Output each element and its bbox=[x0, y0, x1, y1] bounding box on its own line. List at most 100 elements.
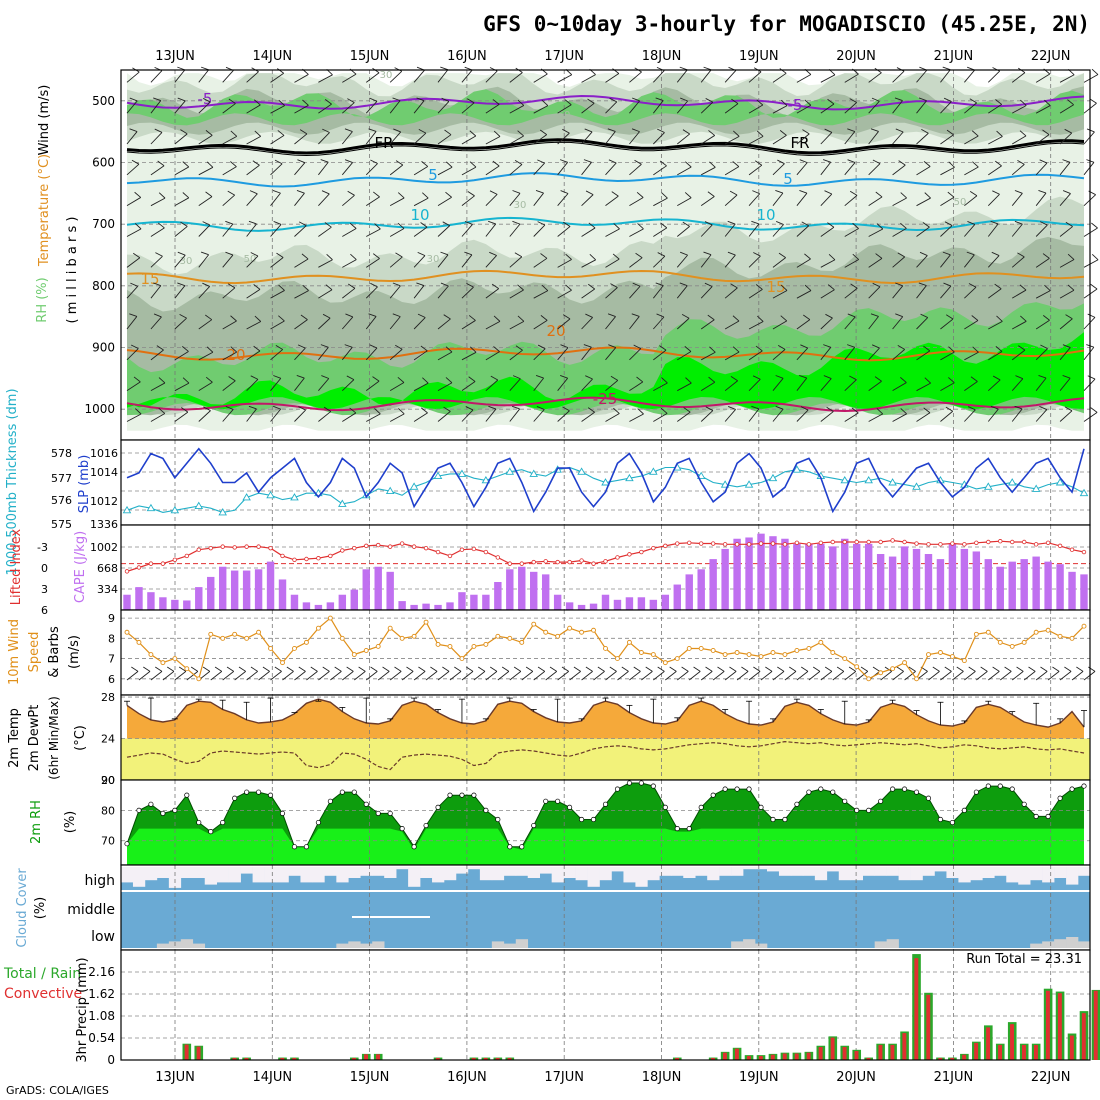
lifted-index-point bbox=[1033, 542, 1039, 547]
upper-wind-barb-flag bbox=[1090, 283, 1098, 290]
temperature-tick-label: 24 bbox=[101, 733, 115, 746]
upper-wind-barb bbox=[365, 100, 378, 114]
wind-speed-point bbox=[842, 656, 848, 662]
upper-wind-barb-flag bbox=[924, 377, 931, 384]
upper-wind-barb-flag bbox=[417, 313, 426, 318]
cape-bar bbox=[518, 566, 526, 610]
upper-wind-barb bbox=[222, 223, 234, 237]
upper-wind-barb-flag bbox=[273, 221, 282, 225]
precip-background bbox=[121, 950, 1090, 1060]
upper-wind-barb bbox=[461, 195, 475, 207]
upper-wind-barb bbox=[365, 347, 378, 361]
surface-wind-barb-flag bbox=[657, 666, 665, 672]
surface-wind-barb-flag bbox=[729, 666, 737, 672]
precip-convective-bar bbox=[734, 1048, 739, 1060]
upper-wind-barb-flag bbox=[129, 313, 138, 317]
upper-wind-barb bbox=[653, 197, 668, 207]
upper-wind-barb bbox=[772, 224, 784, 237]
upper-wind-barb-flag bbox=[636, 376, 644, 383]
upper-wind-barb bbox=[868, 163, 881, 176]
upper-wind-barb bbox=[796, 133, 810, 145]
upper-wind-barb-flag bbox=[1014, 190, 1023, 194]
rh2m-point bbox=[1021, 801, 1027, 807]
upper-wind-barb-flag bbox=[562, 128, 570, 134]
cape-bar bbox=[338, 594, 347, 610]
upper-wind-barb-flag bbox=[202, 221, 211, 226]
wind-speed-point bbox=[459, 656, 465, 662]
cape-bar bbox=[1080, 574, 1088, 610]
upper-wind-barb bbox=[748, 321, 764, 330]
upper-wind-barb bbox=[724, 70, 737, 83]
upper-wind-barb bbox=[964, 320, 979, 330]
wind-speed-point bbox=[244, 635, 250, 641]
rh2m-point bbox=[184, 792, 190, 798]
upper-wind-barb-flag bbox=[153, 97, 161, 101]
upper-wind-barb-flag bbox=[799, 159, 808, 164]
upper-wind-barb bbox=[820, 378, 832, 391]
upper-wind-barb bbox=[724, 287, 738, 299]
upper-wind-barb-flag bbox=[202, 98, 211, 103]
cape-bar bbox=[482, 594, 490, 610]
upper-wind-barb bbox=[581, 288, 595, 299]
upper-wind-barb-flag bbox=[300, 314, 308, 321]
surface-wind-barb bbox=[724, 671, 737, 681]
low-cloud-bar bbox=[156, 943, 170, 948]
upper-wind-barb bbox=[700, 286, 713, 299]
upper-wind-barb bbox=[964, 254, 975, 268]
upper-wind-barb bbox=[270, 72, 284, 83]
wind-speed-point bbox=[603, 646, 608, 651]
upper-wind-barb-flag bbox=[967, 406, 976, 411]
lifted-index-point bbox=[579, 558, 584, 563]
surface-wind-barb bbox=[282, 671, 294, 681]
upper-wind-barb bbox=[581, 259, 596, 268]
upper-wind-barb bbox=[700, 351, 716, 361]
upper-wind-barb-flag bbox=[369, 97, 378, 102]
precip-convective-bar bbox=[722, 1052, 727, 1060]
upper-wind-barb-flag bbox=[897, 252, 905, 258]
rh2m-point bbox=[411, 844, 417, 850]
upper-wind-barb bbox=[748, 193, 761, 206]
surface-wind-barb-flag bbox=[286, 666, 294, 672]
upper-wind-barb bbox=[796, 347, 809, 361]
top-day-label: 17JUN bbox=[544, 49, 584, 64]
upper-wind-barb-flag bbox=[800, 344, 808, 349]
upper-wind-barb-flag bbox=[804, 99, 812, 106]
upper-wind-barb-flag bbox=[276, 252, 284, 258]
upper-wind-barb-flag bbox=[201, 66, 209, 71]
wind-axis-label-c: & Barbs bbox=[47, 626, 62, 678]
upper-wind-barb bbox=[820, 74, 836, 83]
upper-wind-barb-flag bbox=[655, 282, 664, 287]
cape-bar bbox=[996, 566, 1004, 610]
slp-tick-label: 1016 bbox=[90, 447, 118, 460]
upper-wind-barb bbox=[1059, 74, 1075, 83]
upper-wind-barb bbox=[150, 100, 162, 114]
precip-convective-bar bbox=[435, 1057, 440, 1060]
contour-label: 5 bbox=[783, 170, 793, 188]
temp-axis-label-b: 2m DewPt bbox=[27, 705, 42, 772]
upper-wind-barb-flag bbox=[179, 313, 187, 319]
bottom-day-label: 18JUN bbox=[642, 1070, 682, 1085]
upper-wind-barb bbox=[677, 197, 692, 207]
upper-wind-barb-flag bbox=[729, 190, 738, 196]
upper-wind-barb bbox=[844, 131, 856, 145]
upper-wind-barb bbox=[1011, 408, 1023, 422]
lifted-index-point bbox=[328, 553, 333, 559]
upper-wind-barb-flag bbox=[230, 315, 237, 322]
cape-bar bbox=[494, 582, 502, 610]
cape-bar bbox=[565, 602, 574, 610]
precip-convective-bar bbox=[902, 1033, 907, 1060]
upper-wind-barb bbox=[629, 71, 642, 83]
upper-wind-barb bbox=[844, 379, 857, 391]
wind-speed-point bbox=[280, 660, 285, 666]
upper-wind-barb-flag bbox=[608, 159, 617, 164]
lifted-index-point bbox=[292, 557, 297, 562]
upper-wind-barb-flag bbox=[562, 406, 570, 412]
thickness-point bbox=[1007, 478, 1017, 486]
upper-wind-barb-flag bbox=[253, 99, 261, 106]
upper-wind-barb bbox=[557, 162, 568, 176]
lifted-index-point bbox=[196, 547, 201, 552]
upper-wind-barb-flag bbox=[1091, 254, 1099, 261]
upper-wind-barb bbox=[150, 316, 162, 330]
upper-wind-barb-flag bbox=[444, 129, 452, 136]
